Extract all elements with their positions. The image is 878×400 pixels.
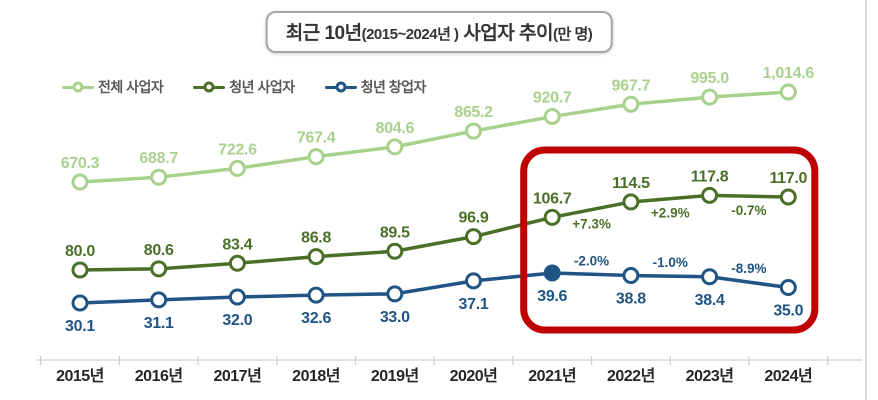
value-label: 83.4: [222, 236, 252, 253]
x-axis-label: 2017년: [213, 366, 261, 385]
data-point: [228, 159, 246, 177]
pct-change-label: -0.7%: [731, 203, 766, 218]
value-label: 38.4: [695, 292, 725, 309]
x-axis-label: 2018년: [292, 366, 340, 385]
value-label: 86.8: [301, 230, 331, 247]
value-label: 114.5: [612, 175, 650, 192]
data-point: [779, 188, 797, 206]
value-label: 670.3: [61, 155, 100, 172]
data-point: [386, 285, 404, 303]
data-point: [386, 242, 404, 260]
value-label: 688.7: [139, 150, 178, 167]
title-text: 최근 10년: [285, 23, 362, 44]
pct-change-label: +7.3%: [572, 217, 611, 232]
value-label: 920.7: [533, 90, 572, 107]
x-axis-label: 2021년: [528, 366, 576, 385]
value-label: 967.7: [612, 77, 651, 94]
data-point: [465, 122, 482, 140]
value-label: 35.0: [773, 303, 803, 320]
x-axis-label: 2022년: [607, 366, 655, 385]
value-label: 38.8: [616, 291, 646, 308]
legend-item-total-owners: 전체 사업자: [62, 77, 164, 97]
value-label: 865.2: [454, 104, 493, 121]
line-marker-icon: [193, 81, 226, 93]
x-axis-label: 2015년: [56, 366, 104, 385]
data-point: [779, 279, 797, 297]
value-label: 767.4: [297, 130, 336, 147]
value-label: 804.6: [376, 120, 415, 137]
data-point: [543, 108, 561, 126]
data-point: [622, 95, 640, 113]
series-line: [79, 90, 789, 184]
data-point: [465, 272, 482, 290]
value-label: 37.1: [459, 296, 489, 313]
pct-change-label: -2.0%: [574, 253, 609, 268]
value-label: 32.6: [301, 310, 331, 327]
data-point: [701, 186, 719, 204]
data-point: [701, 268, 719, 286]
legend-item-young-founders: 청년 창업자: [324, 77, 427, 97]
x-axis-label: 2023년: [686, 366, 734, 385]
data-point: [71, 294, 89, 312]
legend-label: 청년 사업자: [229, 79, 295, 95]
series-line: [79, 271, 789, 305]
chart-legend: 전체 사업자 청년 사업자 청년 창업자: [62, 77, 426, 97]
value-label: 106.7: [533, 190, 572, 207]
value-label: 96.9: [459, 210, 489, 227]
data-point: [71, 261, 89, 279]
title-unit-text: (만 명): [553, 26, 593, 43]
value-label: 117.8: [691, 168, 729, 185]
data-point: [307, 248, 325, 266]
data-point: [386, 138, 404, 156]
line-marker-icon: [62, 81, 94, 93]
legend-label: 전체 사업자: [98, 79, 164, 95]
page-edge-divider: [865, 0, 867, 400]
data-point: [701, 88, 719, 106]
title-range-text: (2015~2024년 ): [361, 26, 459, 43]
value-label: 80.0: [65, 243, 95, 260]
data-point: [622, 267, 640, 285]
data-point: [307, 148, 325, 166]
data-point: [779, 83, 797, 101]
data-point: [228, 254, 246, 272]
data-point: [622, 193, 640, 211]
value-label: 30.1: [65, 318, 95, 335]
data-point: [150, 291, 168, 309]
pct-change-label: -1.0%: [653, 255, 688, 270]
value-label: 995.0: [690, 70, 729, 87]
data-point: [465, 228, 482, 246]
x-axis-label: 2016년: [135, 366, 183, 385]
value-label: 89.5: [380, 224, 410, 241]
chart-title: 최근 10년(2015~2024년 ) 사업자 추이(만 명): [265, 11, 613, 53]
value-label: 39.6: [537, 288, 567, 305]
data-point: [228, 288, 246, 306]
legend-item-young-owners: 청년 사업자: [193, 77, 295, 97]
data-point-emphasized: [543, 264, 561, 282]
title-subject-text: 사업자 추이: [458, 23, 554, 44]
data-point: [543, 208, 561, 226]
value-label: 32.0: [222, 312, 252, 329]
data-point: [71, 173, 89, 191]
data-point: [150, 260, 168, 278]
series-line: [79, 193, 789, 272]
x-axis-label: 2024년: [764, 366, 812, 385]
x-axis-label: 2019년: [371, 366, 419, 385]
value-label: 1,014.6: [763, 65, 815, 82]
highlight-box: [520, 146, 819, 334]
legend-label: 청년 창업자: [360, 79, 427, 95]
value-label: 33.0: [380, 309, 410, 326]
pct-change-label: -8.9%: [731, 261, 766, 276]
x-axis-label: 2020년: [450, 366, 498, 385]
value-label: 117.0: [769, 170, 807, 187]
pct-change-label: +2.9%: [651, 206, 690, 221]
line-marker-icon: [324, 81, 357, 93]
value-label: 722.6: [218, 141, 257, 158]
data-point: [150, 168, 168, 186]
value-label: 80.6: [144, 242, 174, 259]
value-label: 31.1: [144, 315, 174, 332]
data-point: [307, 286, 325, 304]
